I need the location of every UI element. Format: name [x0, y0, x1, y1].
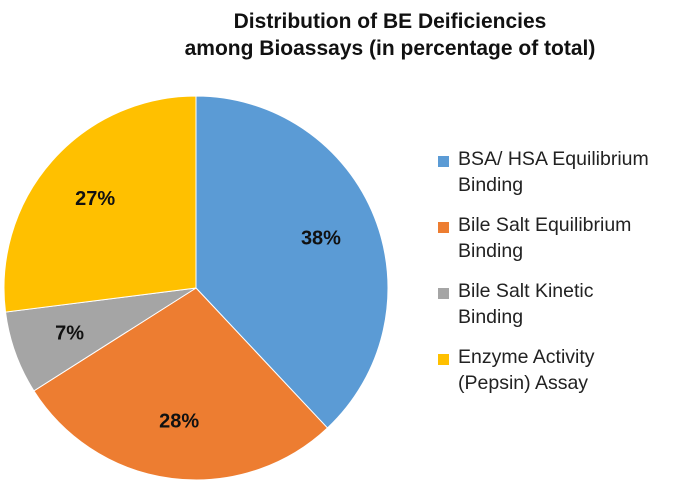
data-label-bile-salt-kinetic: 7% [55, 323, 84, 345]
chart-legend: BSA/ HSA Equilibrium Binding Bile Salt E… [438, 146, 688, 410]
pie-slice-bsa-hsa [195, 95, 389, 429]
pie-slice-bile-salt-equilibrium [33, 287, 329, 481]
chart-title: Distribution of BE Deificiencies among B… [150, 8, 630, 62]
legend-swatch-bile-salt-kinetic [438, 288, 449, 299]
legend-swatch-bsa-hsa [438, 156, 449, 167]
legend-label-bile-salt-equilibrium: Bile Salt Equilibrium Binding [458, 214, 632, 262]
legend-swatch-bile-salt-equilibrium [438, 222, 449, 233]
data-label-bsa-hsa: 38% [301, 228, 341, 250]
chart-title-line-2: among Bioassays (in percentage of total) [184, 37, 596, 60]
legend-item-bsa-hsa: BSA/ HSA Equilibrium Binding [438, 146, 688, 198]
legend-label-bsa-hsa: BSA/ HSA Equilibrium Binding [458, 148, 649, 196]
legend-item-enzyme-activity: Enzyme Activity (Pepsin) Assay [438, 344, 688, 396]
pie-slice-enzyme-activity [3, 95, 197, 313]
data-label-enzyme-activity: 27% [75, 188, 115, 210]
legend-item-bile-salt-equilibrium: Bile Salt Equilibrium Binding [438, 212, 688, 264]
legend-item-bile-salt-kinetic: Bile Salt Kinetic Binding [438, 278, 688, 330]
data-label-bile-salt-equilibrium: 28% [159, 410, 199, 432]
legend-swatch-enzyme-activity [438, 354, 449, 365]
legend-label-enzyme-activity: Enzyme Activity (Pepsin) Assay [458, 346, 595, 394]
legend-label-bile-salt-kinetic: Bile Salt Kinetic Binding [458, 280, 594, 328]
chart-title-line-1: Distribution of BE Deificiencies [233, 10, 547, 33]
